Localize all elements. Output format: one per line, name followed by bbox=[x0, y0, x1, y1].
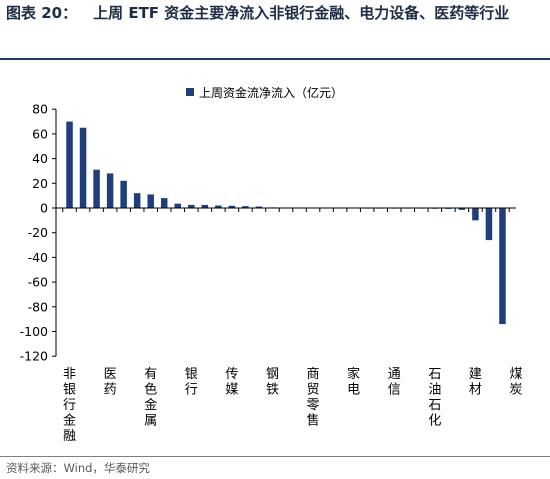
x-tick-label: 通信 bbox=[388, 367, 401, 398]
bar bbox=[160, 198, 168, 208]
bar bbox=[228, 205, 236, 208]
bar bbox=[133, 193, 141, 208]
x-tick-label: 钢铁 bbox=[266, 367, 279, 398]
y-tick-label: -120 bbox=[20, 349, 48, 364]
y-tick-label: -40 bbox=[28, 250, 48, 265]
legend-swatch bbox=[186, 88, 194, 96]
bar bbox=[66, 121, 73, 208]
bar bbox=[201, 204, 209, 208]
figure-title-text: 上周 ETF 资金主要净流入非银行金融、电力设备、医药等行业 bbox=[93, 4, 510, 22]
source-rule bbox=[0, 456, 550, 457]
y-tick-label: 20 bbox=[32, 176, 48, 191]
x-tick-label: 煤炭 bbox=[509, 367, 522, 398]
bar bbox=[458, 208, 466, 210]
x-tick-label: 商贸零售 bbox=[307, 367, 320, 429]
x-tick-label: 家电 bbox=[347, 366, 360, 398]
y-tick-label: -20 bbox=[28, 225, 48, 240]
x-tick-label: 建材 bbox=[469, 367, 482, 398]
y-tick-label: 80 bbox=[32, 102, 48, 117]
source-note: 资料来源：Wind，华泰研究 bbox=[6, 461, 150, 475]
figure-title: 图表 20： 上周 ETF 资金主要净流入非银行金融、电力设备、医药等行业 bbox=[6, 2, 544, 25]
bar bbox=[485, 208, 493, 241]
y-tick-label: -60 bbox=[28, 275, 48, 290]
y-tick-label: 40 bbox=[32, 151, 48, 166]
y-tick-label: -80 bbox=[28, 299, 48, 314]
bar bbox=[93, 169, 100, 208]
bar bbox=[215, 205, 222, 208]
x-tick-label: 石油石化 bbox=[428, 367, 441, 429]
y-tick-label: 0 bbox=[40, 201, 48, 216]
legend-label: 上周资金流净流入（亿元） bbox=[199, 85, 343, 100]
x-tick-label: 医药 bbox=[104, 367, 117, 398]
bar bbox=[188, 204, 195, 208]
bar bbox=[472, 208, 479, 221]
bar bbox=[79, 127, 87, 208]
bar bbox=[106, 173, 114, 208]
bar bbox=[499, 208, 506, 325]
x-tick-label: 有色金属 bbox=[144, 367, 157, 429]
bar bbox=[255, 206, 263, 208]
title-rule bbox=[0, 58, 550, 60]
y-tick-label: 60 bbox=[32, 126, 48, 141]
x-tick-label: 非银行金融 bbox=[63, 367, 76, 444]
y-tick-label: -100 bbox=[20, 324, 48, 339]
bar bbox=[242, 206, 249, 208]
figure-number: 图表 20： bbox=[6, 4, 78, 22]
x-tick-label: 银行 bbox=[185, 367, 198, 398]
bar bbox=[174, 203, 182, 208]
bar bbox=[147, 194, 154, 208]
x-tick-label: 传媒 bbox=[225, 367, 238, 398]
legend: 上周资金流净流入（亿元） bbox=[186, 85, 343, 100]
bar bbox=[120, 180, 127, 208]
